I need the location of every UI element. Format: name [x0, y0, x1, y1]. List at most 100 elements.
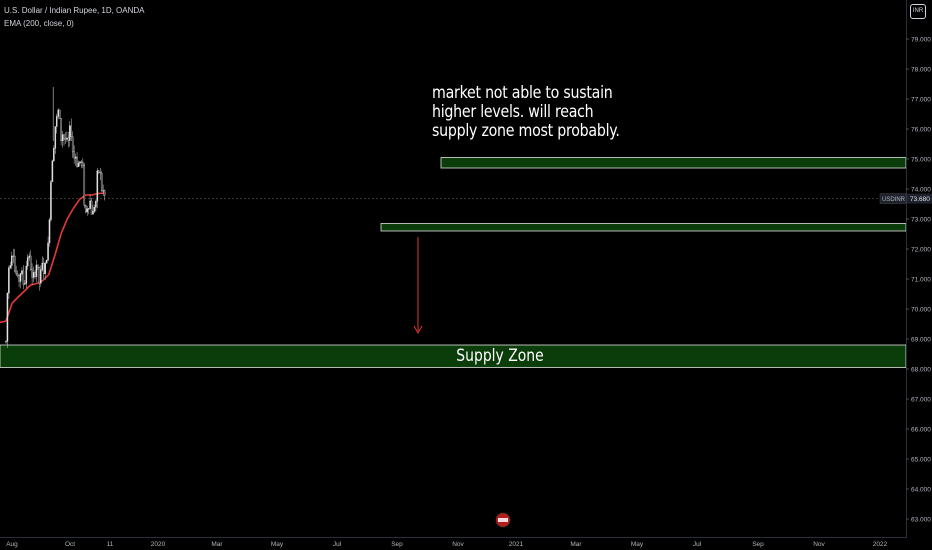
candle-body [80, 161, 83, 163]
candle-body [56, 116, 58, 127]
time-tick-label: May [271, 541, 284, 548]
ema-200-line-left [0, 320, 7, 324]
indicator-legend[interactable]: EMA (200, close, 0) [4, 19, 74, 28]
time-tick-label: Mar [211, 541, 223, 548]
candle-body [47, 242, 49, 261]
candle-body [58, 109, 61, 119]
currency-badge[interactable]: INR [910, 4, 926, 19]
author-logo-mark [498, 518, 508, 522]
candle-body [13, 255, 16, 272]
down-arrow-head [413, 325, 423, 335]
time-tick-label: Aug [6, 541, 18, 548]
candle-body [29, 255, 32, 271]
price-tick-label: 75.000 [911, 157, 931, 164]
price-tick-label: 69.000 [911, 337, 931, 344]
candle-body [24, 283, 26, 285]
arrow-layer [413, 237, 423, 335]
candle-body [32, 272, 35, 278]
candle-body [83, 165, 86, 206]
candle-body [76, 156, 78, 167]
price-tick-label: 76.000 [911, 127, 931, 134]
candle-body [90, 200, 93, 215]
candle-body [45, 259, 48, 264]
candle-body [19, 273, 22, 282]
candle-body [25, 265, 28, 284]
price-tick-label: 63.000 [911, 517, 931, 524]
candle-body [18, 275, 20, 282]
price-tick-label: 66.000 [911, 427, 931, 434]
candle-body [66, 137, 68, 140]
time-tick-label: 2021 [509, 541, 524, 548]
time-tick-label: May [631, 541, 644, 548]
symbol-legend[interactable]: U.S. Dollar / Indian Rupee, 1D, OANDA [4, 6, 145, 15]
time-tick-label: 2022 [873, 541, 888, 548]
candle-body [16, 273, 19, 277]
candle-body [57, 109, 59, 117]
candle-body [92, 211, 94, 215]
candle-body [86, 208, 88, 213]
candle-body [53, 148, 55, 162]
time-tick-label: Nov [452, 541, 464, 548]
candle-body [79, 161, 81, 164]
ema-200-line [5, 192, 106, 322]
price-tick-label: 67.000 [911, 397, 931, 404]
candles-layer [5, 87, 106, 348]
price-tick-label: 70.000 [911, 307, 931, 314]
candle-body [51, 160, 54, 182]
candle-body [5, 341, 7, 343]
candle-body [64, 138, 67, 140]
candle-body [50, 181, 52, 220]
candle-body [82, 162, 84, 166]
candle-body [48, 219, 51, 244]
candle-body [69, 125, 71, 141]
candle-body [41, 262, 44, 270]
annotation-text: market not able to sustain higher levels… [432, 83, 620, 140]
candle-body [100, 172, 103, 191]
time-tick-label: 2020 [151, 541, 166, 548]
price-tick-label: 68.000 [911, 367, 931, 374]
time-tick-label: 11 [107, 541, 114, 548]
candle-body [70, 125, 72, 138]
candle-body [22, 270, 25, 285]
price-tick-label: 65.000 [911, 457, 931, 464]
candle-body [31, 269, 33, 278]
time-tick-label: Sep [752, 541, 764, 548]
price-tick-label: 74.000 [911, 187, 931, 194]
candle-body [63, 134, 65, 140]
annotation-line-1: market not able to sustain [432, 83, 613, 102]
time-tick-label: Mar [570, 541, 582, 548]
candle-body [54, 126, 57, 149]
candle-body [6, 292, 9, 342]
candle-body [71, 136, 74, 153]
current-price-tag [907, 193, 932, 204]
time-tick-label: Sep [391, 541, 403, 548]
price-tick-label: 72.000 [911, 247, 931, 254]
price-tick-label: 71.000 [911, 277, 931, 284]
ema-layer [0, 192, 106, 324]
candle-body [73, 151, 75, 159]
candle-body [27, 257, 29, 267]
candle-body [98, 170, 100, 173]
price-tick-label: 64.000 [911, 487, 931, 494]
candle-body [87, 208, 90, 210]
symbol-tag-label: USDINR [882, 197, 906, 203]
current-price-label: 73.680 [910, 196, 930, 203]
time-tick-label: Nov [813, 541, 825, 548]
candle-body [89, 200, 91, 209]
candle-body [102, 190, 104, 192]
zone-supply-zone [0, 344, 907, 368]
candle-body [9, 265, 12, 268]
candle-body [42, 262, 45, 274]
candle-body [99, 172, 101, 174]
candle-body [35, 264, 38, 277]
price-tick-label: 79.000 [911, 37, 931, 44]
zone-resistance [440, 157, 907, 169]
candle-body [67, 137, 70, 141]
price-tick-label: 77.000 [911, 97, 931, 104]
candle-body [40, 269, 42, 284]
candle-body [93, 206, 96, 212]
candle-body [38, 267, 41, 284]
candle-body [77, 162, 80, 167]
